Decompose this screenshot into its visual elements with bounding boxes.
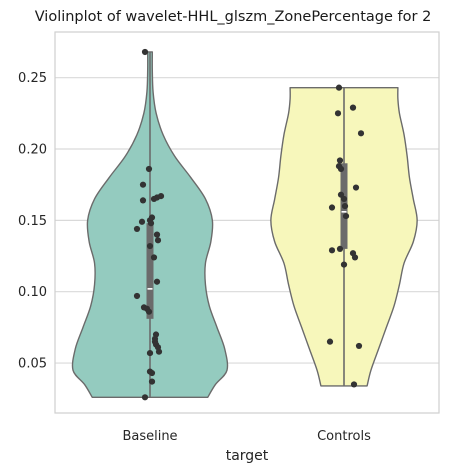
data-point bbox=[148, 369, 156, 377]
y-tick-label: 0.15 bbox=[18, 214, 47, 229]
x-tick-label: Controls bbox=[317, 429, 371, 444]
data-point bbox=[328, 204, 336, 211]
data-point bbox=[340, 195, 348, 203]
data-point bbox=[355, 342, 363, 350]
data-point bbox=[328, 247, 336, 254]
data-point bbox=[146, 349, 154, 357]
data-point bbox=[335, 84, 343, 91]
data-point bbox=[326, 338, 334, 345]
data-point bbox=[141, 48, 149, 56]
data-point bbox=[357, 130, 365, 137]
x-axis-label: target bbox=[226, 448, 269, 464]
x-tick-label: Baseline bbox=[122, 429, 177, 444]
data-point bbox=[153, 231, 161, 238]
y-tick-label: 0.20 bbox=[18, 143, 47, 158]
data-point bbox=[138, 218, 146, 225]
y-tick-labels: 0.05 0.10 0.15 0.20 0.25 bbox=[18, 71, 47, 371]
data-point bbox=[154, 237, 162, 244]
data-point bbox=[336, 245, 344, 252]
data-point bbox=[153, 278, 161, 285]
data-point bbox=[341, 202, 349, 210]
data-point bbox=[340, 261, 348, 268]
data-point bbox=[337, 165, 345, 173]
data-point bbox=[145, 308, 153, 315]
chart-title: Violinplot of wavelet-HHL_glszm_ZonePerc… bbox=[35, 9, 432, 25]
x-tick-labels: Baseline Controls bbox=[122, 429, 371, 444]
data-point bbox=[146, 242, 154, 250]
data-point bbox=[141, 394, 149, 401]
data-point bbox=[155, 348, 163, 355]
data-point bbox=[350, 381, 358, 388]
plot-frame bbox=[54, 31, 440, 414]
data-point bbox=[147, 220, 155, 227]
data-point bbox=[139, 197, 147, 204]
iqr-box-baseline bbox=[146, 223, 154, 319]
y-tick-label: 0.05 bbox=[18, 357, 47, 372]
data-point bbox=[334, 110, 342, 117]
data-point bbox=[351, 254, 359, 261]
y-tick-label: 0.10 bbox=[18, 285, 47, 300]
data-point bbox=[148, 378, 156, 385]
data-point bbox=[342, 212, 350, 220]
violins bbox=[71, 51, 418, 398]
data-point bbox=[349, 104, 357, 111]
data-point bbox=[133, 292, 141, 300]
data-point bbox=[150, 254, 158, 261]
strip-points bbox=[133, 48, 365, 401]
data-point bbox=[145, 165, 153, 173]
data-point bbox=[352, 184, 360, 191]
data-point bbox=[139, 181, 147, 188]
data-point bbox=[150, 195, 158, 203]
data-point bbox=[336, 157, 344, 164]
data-point bbox=[133, 225, 141, 233]
y-tick-label: 0.25 bbox=[18, 71, 47, 86]
